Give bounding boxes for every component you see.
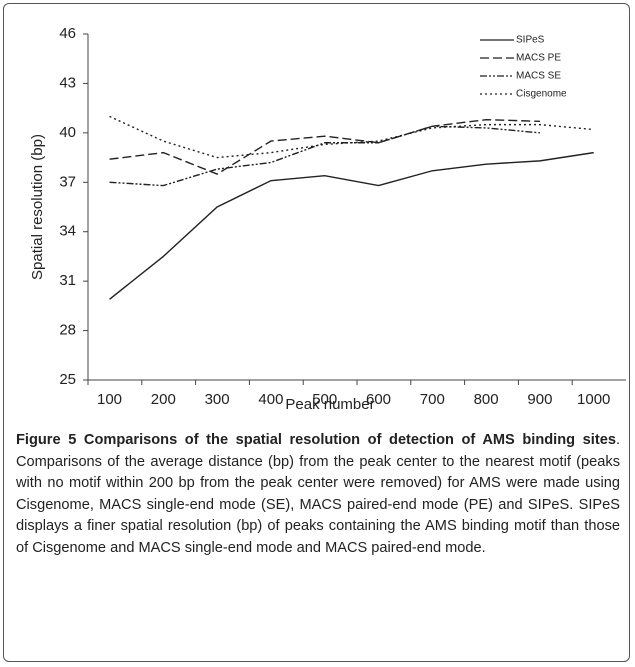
legend-label: SIPeS	[516, 35, 545, 46]
x-tick-label: 800	[474, 391, 499, 408]
x-tick-label: 400	[258, 391, 283, 408]
x-tick-label: 200	[151, 391, 176, 408]
chart: Peak number Spatial resolution (bp) 25 28…	[29, 25, 626, 413]
caption-title: Figure 5 Comparisons of the spatial reso…	[16, 432, 616, 448]
legend-label: Cisgenome	[516, 89, 567, 100]
figure-frame	[3, 3, 630, 662]
y-tick-label: 34	[59, 223, 76, 240]
y-tick-label: 37	[59, 173, 76, 190]
series-line	[109, 115, 594, 159]
x-tick-label: 500	[312, 391, 337, 408]
y-tick-label: 40	[59, 124, 76, 141]
x-tick-label: 600	[366, 391, 391, 408]
y-tick-label: 43	[59, 74, 76, 91]
x-tick-label: 300	[205, 391, 230, 408]
y-tick-label: 31	[59, 272, 76, 289]
caption: Figure 5 Comparisons of the spatial reso…	[16, 430, 620, 560]
x-tick-label: 700	[420, 391, 445, 408]
series-line	[109, 125, 540, 187]
legend-label: MACS SE	[516, 71, 561, 82]
x-axis-label: Peak number	[285, 396, 374, 413]
caption-body: . Comparisons of the average distance (b…	[16, 432, 620, 556]
x-tick-label: 900	[527, 391, 552, 408]
legend-label: MACS PE	[516, 53, 561, 64]
y-tick-label: 28	[59, 322, 76, 339]
x-tick-label: 100	[97, 391, 122, 408]
y-tick-label: 46	[59, 25, 76, 42]
series-line	[109, 151, 594, 300]
series-line	[109, 118, 540, 175]
x-tick-label: 1000	[577, 391, 610, 408]
y-tick-label: 25	[59, 371, 76, 388]
y-axis-label: Spatial resolution (bp)	[29, 134, 46, 280]
